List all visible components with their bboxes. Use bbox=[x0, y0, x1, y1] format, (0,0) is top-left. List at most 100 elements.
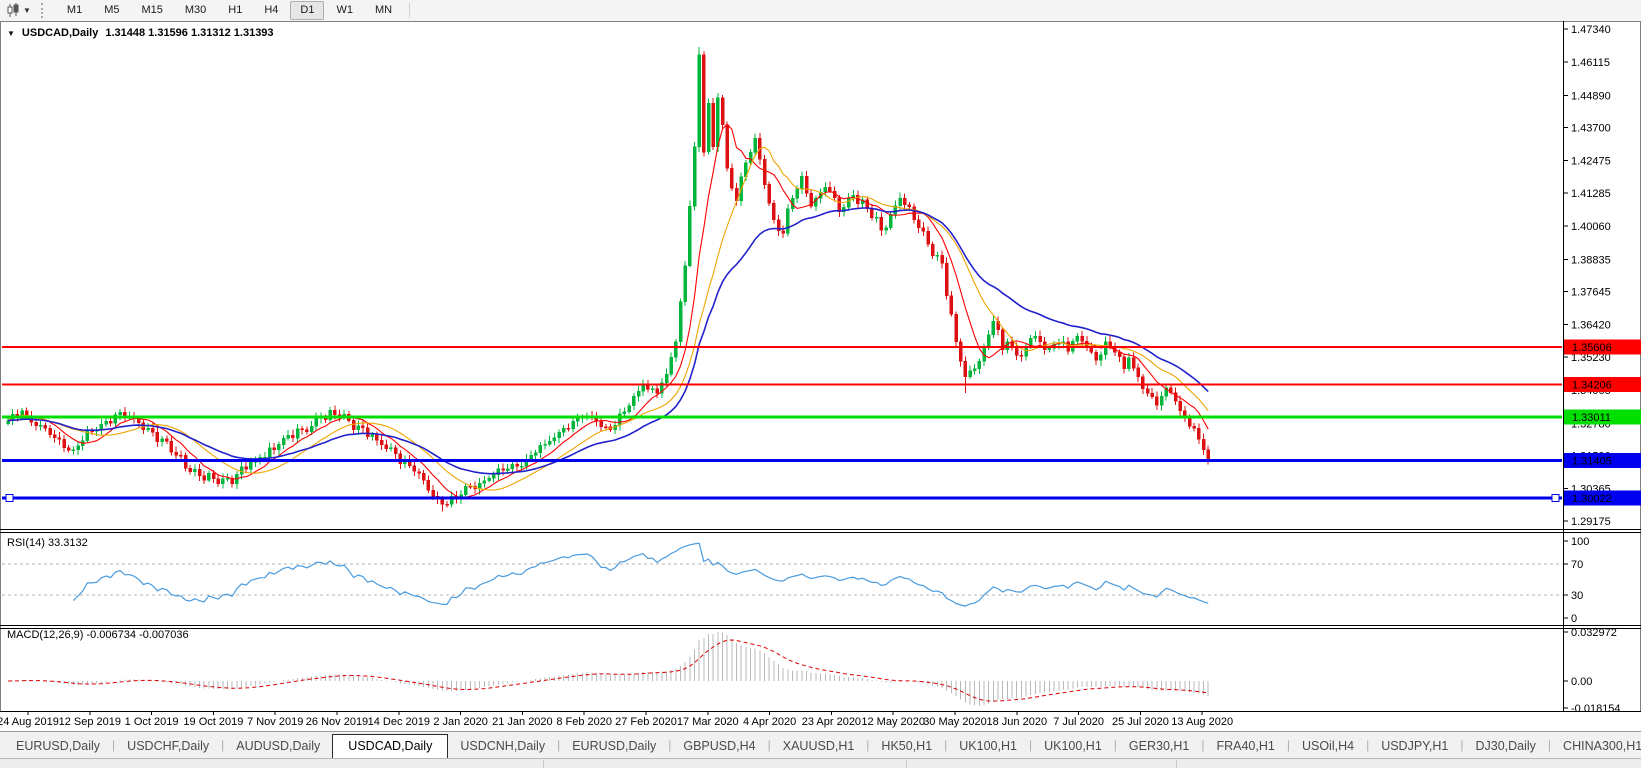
toolbar-grip[interactable] bbox=[40, 3, 48, 18]
chart-tabs-bar: EURUSD,Daily | USDCHF,Daily | AUDUSD,Daily US… bbox=[0, 731, 1641, 759]
svg-text:1.37645: 1.37645 bbox=[1571, 287, 1611, 299]
svg-text:23 Apr 2020: 23 Apr 2020 bbox=[802, 716, 861, 728]
chart-window: 1.47340 1.46115 1.44890 1.43700 1.42475 1.412… bbox=[0, 21, 1641, 731]
tab-divider: | bbox=[112, 738, 116, 752]
tab-ger30-h1[interactable]: GER30,H1 bbox=[1128, 739, 1190, 753]
tab-eurusd-daily[interactable]: EURUSD,Daily bbox=[16, 739, 101, 753]
svg-text:4 Apr 2020: 4 Apr 2020 bbox=[743, 716, 796, 728]
tab-uk100-h1[interactable]: UK100,H1 bbox=[959, 739, 1017, 753]
tab-audusd-daily[interactable]: AUDUSD,Daily bbox=[236, 739, 321, 753]
tab-xauusd-h1[interactable]: XAUUSD,H1 bbox=[782, 739, 855, 753]
svg-text:12 Sep 2019: 12 Sep 2019 bbox=[59, 716, 121, 728]
svg-text:17 Mar 2020: 17 Mar 2020 bbox=[677, 716, 739, 728]
toolbar-separator bbox=[409, 3, 411, 18]
tab-hk50-h1[interactable]: HK50,H1 bbox=[881, 739, 933, 753]
chart-ohlc-values: 1.31448 1.31596 1.31312 1.31393 bbox=[105, 27, 274, 39]
timeframe-buttons: M1 M5 M15 M30 H1 H4 D1 W1 MN bbox=[56, 1, 403, 20]
rsi-label: RSI(14) 33.3132 bbox=[7, 537, 88, 549]
svg-text:1.41285: 1.41285 bbox=[1571, 188, 1611, 200]
svg-text:1.31405: 1.31405 bbox=[1572, 456, 1612, 468]
tab-usdchf-daily[interactable]: USDCHF,Daily bbox=[127, 739, 210, 753]
svg-text:100: 100 bbox=[1571, 536, 1589, 548]
svg-text:2 Jan 2020: 2 Jan 2020 bbox=[433, 716, 487, 728]
svg-text:12 May 2020: 12 May 2020 bbox=[861, 716, 925, 728]
tab-divider: | bbox=[1286, 738, 1290, 752]
tab-divider: | bbox=[944, 738, 948, 752]
svg-text:1.34206: 1.34206 bbox=[1572, 380, 1612, 392]
status-divider bbox=[1176, 760, 1177, 768]
timeframe-button-MN[interactable]: MN bbox=[374, 4, 393, 16]
svg-text:1.46115: 1.46115 bbox=[1571, 57, 1610, 69]
candlestick-chart-icon bbox=[7, 3, 18, 17]
svg-text:1.36420: 1.36420 bbox=[1571, 320, 1611, 332]
svg-text:-0.018154: -0.018154 bbox=[1571, 703, 1621, 715]
svg-text:7 Jul 2020: 7 Jul 2020 bbox=[1053, 716, 1104, 728]
svg-text:19 Oct 2019: 19 Oct 2019 bbox=[183, 716, 243, 728]
timeframe-button-M30[interactable]: M30 bbox=[184, 4, 207, 16]
tab-usdcnh-daily[interactable]: USDCNH,Daily bbox=[460, 739, 546, 753]
svg-text:0.00: 0.00 bbox=[1571, 676, 1592, 688]
svg-text:1.33011: 1.33011 bbox=[1572, 412, 1611, 424]
svg-text:1.29175: 1.29175 bbox=[1571, 516, 1611, 528]
svg-text:30: 30 bbox=[1571, 590, 1583, 602]
status-divider bbox=[543, 760, 544, 768]
svg-text:13 Aug 2020: 13 Aug 2020 bbox=[1171, 716, 1233, 728]
tab-divider: | bbox=[1028, 738, 1033, 752]
tab-uk100-h1[interactable]: UK100,H1 bbox=[1044, 739, 1102, 753]
svg-text:25 Jul 2020: 25 Jul 2020 bbox=[1112, 716, 1169, 728]
tab-divider: | bbox=[1113, 738, 1117, 752]
tab-divider: | bbox=[1366, 738, 1370, 752]
svg-text:1.30022: 1.30022 bbox=[1572, 493, 1612, 505]
svg-text:30 May 2020: 30 May 2020 bbox=[923, 716, 987, 728]
chevron-down-icon[interactable]: ▼ bbox=[23, 6, 31, 15]
tab-divider: | bbox=[866, 738, 870, 752]
svg-text:1.42475: 1.42475 bbox=[1571, 156, 1611, 168]
timeframe-button-D1[interactable]: D1 bbox=[290, 1, 325, 20]
svg-text:70: 70 bbox=[1571, 559, 1583, 571]
chart-canvas[interactable]: 1.47340 1.46115 1.44890 1.43700 1.42475 1.412… bbox=[0, 21, 1641, 731]
tab-usdjpy-h1[interactable]: USDJPY,H1 bbox=[1381, 739, 1449, 753]
tab-usdcad-daily[interactable]: USDCAD,Daily bbox=[332, 734, 449, 759]
tab-china300-h1[interactable]: CHINA300,H1 bbox=[1563, 739, 1641, 753]
svg-text:1.35606: 1.35606 bbox=[1572, 342, 1612, 354]
macd-label: MACD(12,26,9) -0.006734 -0.007036 bbox=[7, 629, 189, 641]
svg-text:8 Feb 2020: 8 Feb 2020 bbox=[556, 716, 612, 728]
status-bar bbox=[0, 758, 1641, 768]
svg-text:21 Jan 2020: 21 Jan 2020 bbox=[492, 716, 553, 728]
chart-tabs: EURUSD,Daily | USDCHF,Daily | AUDUSD,Daily US… bbox=[4, 734, 1641, 759]
svg-text:0.032972: 0.032972 bbox=[1571, 627, 1617, 639]
timeframe-button-H1[interactable]: H1 bbox=[228, 4, 243, 16]
timeframe-button-M1[interactable]: M1 bbox=[66, 4, 83, 16]
chart-title: ▼ USDCAD,Daily 1.31448 1.31596 1.31312 1… bbox=[7, 27, 274, 39]
tab-divider: | bbox=[1547, 738, 1552, 752]
tab-divider: | bbox=[668, 738, 672, 752]
svg-text:24 Aug 2019: 24 Aug 2019 bbox=[0, 716, 59, 728]
chart-type-icon[interactable] bbox=[3, 2, 23, 19]
status-divider bbox=[906, 760, 907, 768]
tab-fra40-h1[interactable]: FRA40,H1 bbox=[1216, 739, 1275, 753]
timeframe-button-W1[interactable]: W1 bbox=[336, 4, 353, 16]
tab-divider: | bbox=[767, 738, 771, 752]
top-toolbar: ▼ M1 M5 M15 M30 H1 H4 D1 W1 MN bbox=[0, 0, 1641, 22]
tab-divider: | bbox=[1201, 738, 1205, 752]
tab-dj30-daily[interactable]: DJ30,Daily bbox=[1475, 739, 1536, 753]
svg-text:1.44890: 1.44890 bbox=[1571, 90, 1611, 102]
timeframe-button-M5[interactable]: M5 bbox=[104, 4, 120, 16]
timeframe-button-H4[interactable]: H4 bbox=[264, 4, 279, 16]
svg-text:1.35230: 1.35230 bbox=[1571, 352, 1611, 364]
tab-gbpusd-h4[interactable]: GBPUSD,H4 bbox=[683, 739, 756, 753]
svg-text:7 Nov 2019: 7 Nov 2019 bbox=[247, 716, 303, 728]
tab-eurusd-daily[interactable]: EURUSD,Daily bbox=[572, 739, 657, 753]
svg-text:18 Jun 2020: 18 Jun 2020 bbox=[987, 716, 1048, 728]
tab-usoil-h4[interactable]: USOil,H4 bbox=[1301, 739, 1355, 753]
chart-symbol-label: USDCAD,Daily bbox=[21, 27, 99, 39]
svg-text:14 Dec 2019: 14 Dec 2019 bbox=[368, 716, 430, 728]
collapse-icon[interactable]: ▼ bbox=[7, 28, 15, 38]
svg-text:1.47340: 1.47340 bbox=[1571, 24, 1611, 36]
svg-text:27 Feb 2020: 27 Feb 2020 bbox=[615, 716, 677, 728]
svg-text:1 Oct 2019: 1 Oct 2019 bbox=[125, 716, 179, 728]
timeframe-button-M15[interactable]: M15 bbox=[141, 4, 163, 16]
svg-text:0: 0 bbox=[1571, 613, 1577, 625]
svg-text:1.43700: 1.43700 bbox=[1571, 123, 1611, 135]
